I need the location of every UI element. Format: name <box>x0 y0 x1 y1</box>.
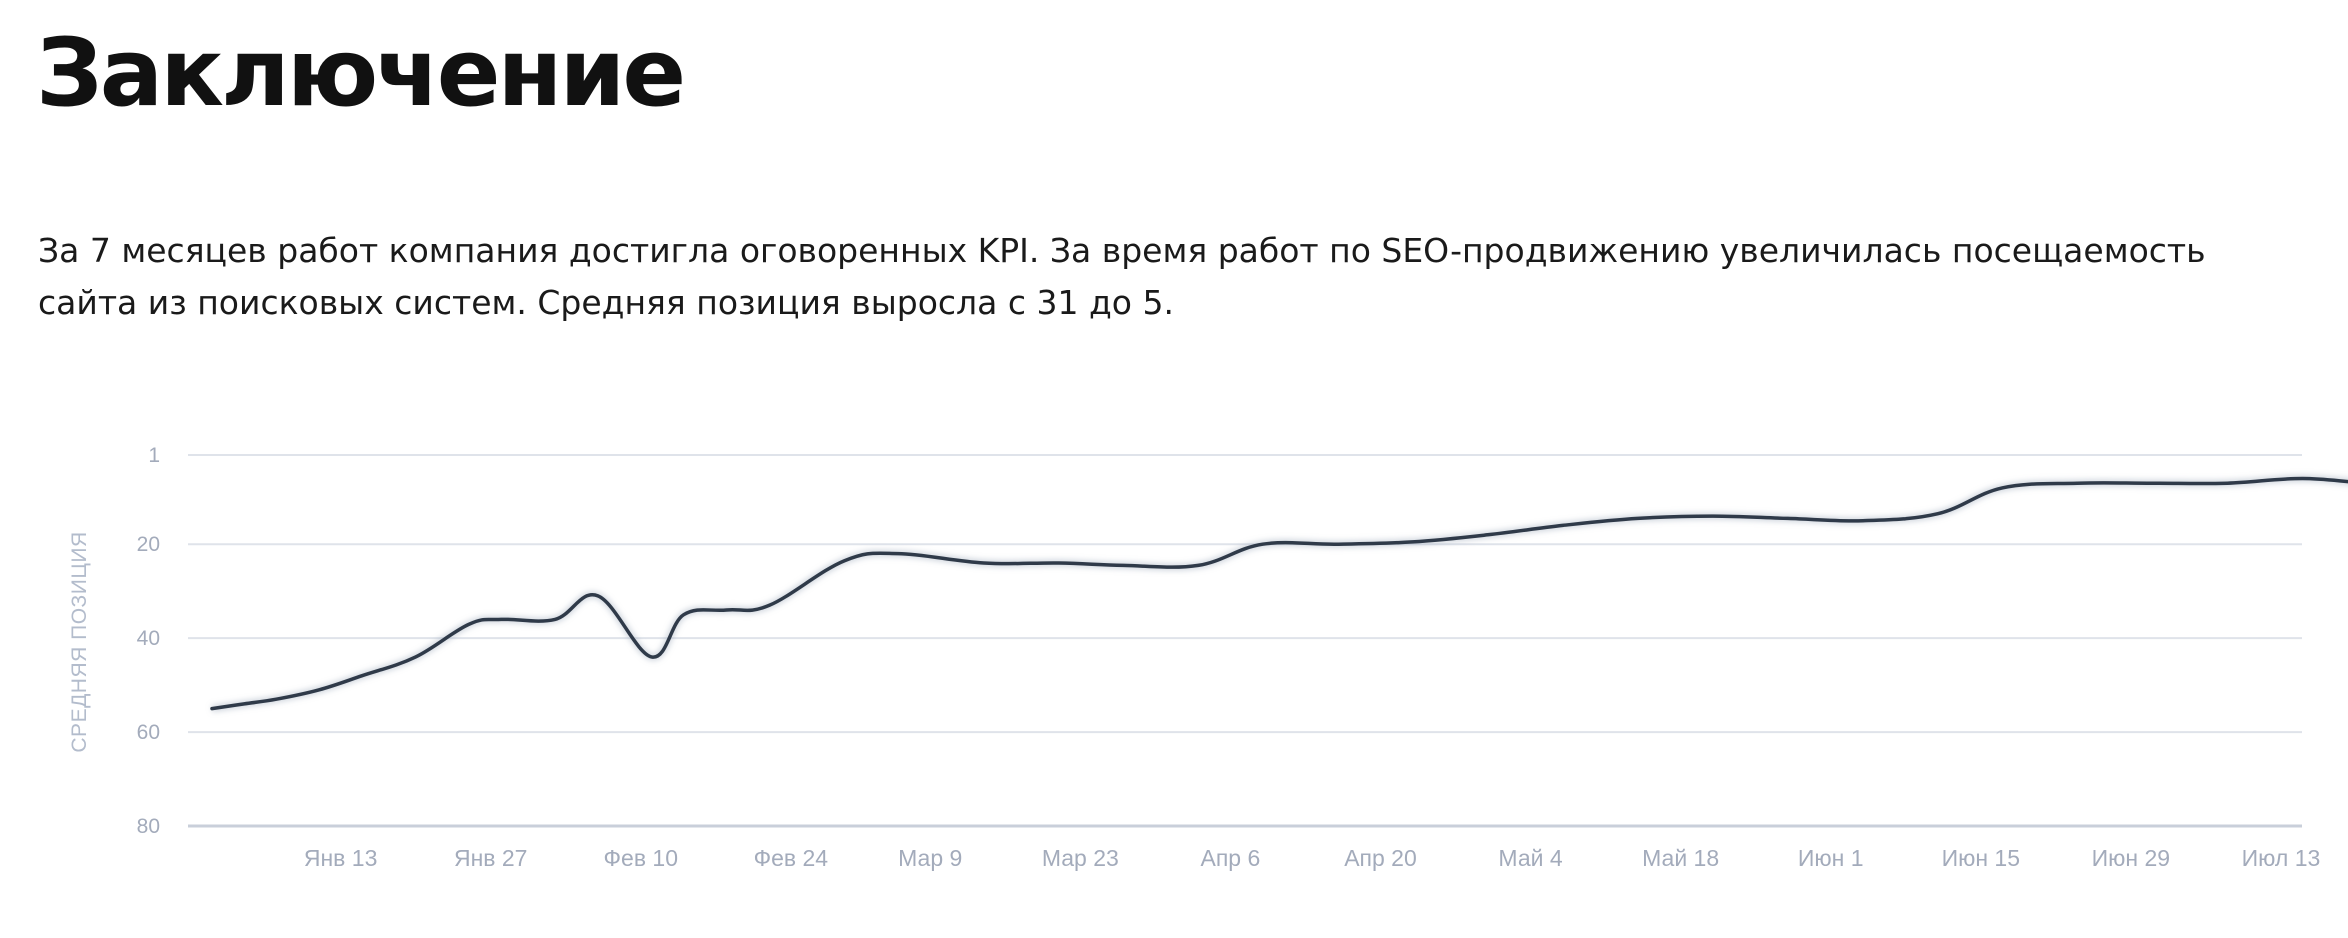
y-tick-label: 80 <box>137 815 160 838</box>
x-tick-label: Мар 23 <box>1042 845 1119 871</box>
x-tick-label: Май 18 <box>1642 845 1719 871</box>
x-tick-label: Апр 20 <box>1344 845 1417 871</box>
x-tick-label: Мар 9 <box>898 845 962 871</box>
grid-lines <box>188 454 2302 828</box>
x-tick-label: Янв 27 <box>454 845 528 871</box>
page-title: Заключение <box>36 19 686 128</box>
x-tick-label: Фев 24 <box>754 845 829 871</box>
y-tick-label: 60 <box>137 721 160 744</box>
x-tick-label: Янв 13 <box>304 845 378 871</box>
x-tick-label: Фев 10 <box>604 845 678 871</box>
series-line <box>210 474 2348 713</box>
y-axis: 1 20 40 60 80 <box>137 444 160 838</box>
y-tick-label: 20 <box>137 533 160 556</box>
x-tick-label: Май 4 <box>1498 845 1562 871</box>
x-tick-label: Апр 6 <box>1201 845 1261 871</box>
x-tick-label: Июл 13 <box>2242 845 2321 871</box>
series-line-path <box>210 476 2348 711</box>
y-tick-label: 1 <box>148 444 160 467</box>
series-line-shadow <box>211 474 2348 713</box>
x-tick-label: Июн 29 <box>2092 845 2170 871</box>
summary-text: За 7 месяцев работ компания достигла ого… <box>38 231 2206 322</box>
y-axis-title: СРЕДНЯЯ ПОЗИЦИЯ <box>68 531 91 752</box>
x-tick-label: Июн 15 <box>1942 845 2020 871</box>
x-tick-label: Июн 1 <box>1798 845 1864 871</box>
y-tick-label: 40 <box>137 627 160 650</box>
position-chart: 1 20 40 60 80 Янв 13 Янв 27 Фев 10 Фев 24 Мар 9 М… <box>68 444 2348 871</box>
x-axis: Янв 13 Янв 27 Фев 10 Фев 24 Мар 9 Мар 23 Апр 6… <box>304 845 2320 871</box>
